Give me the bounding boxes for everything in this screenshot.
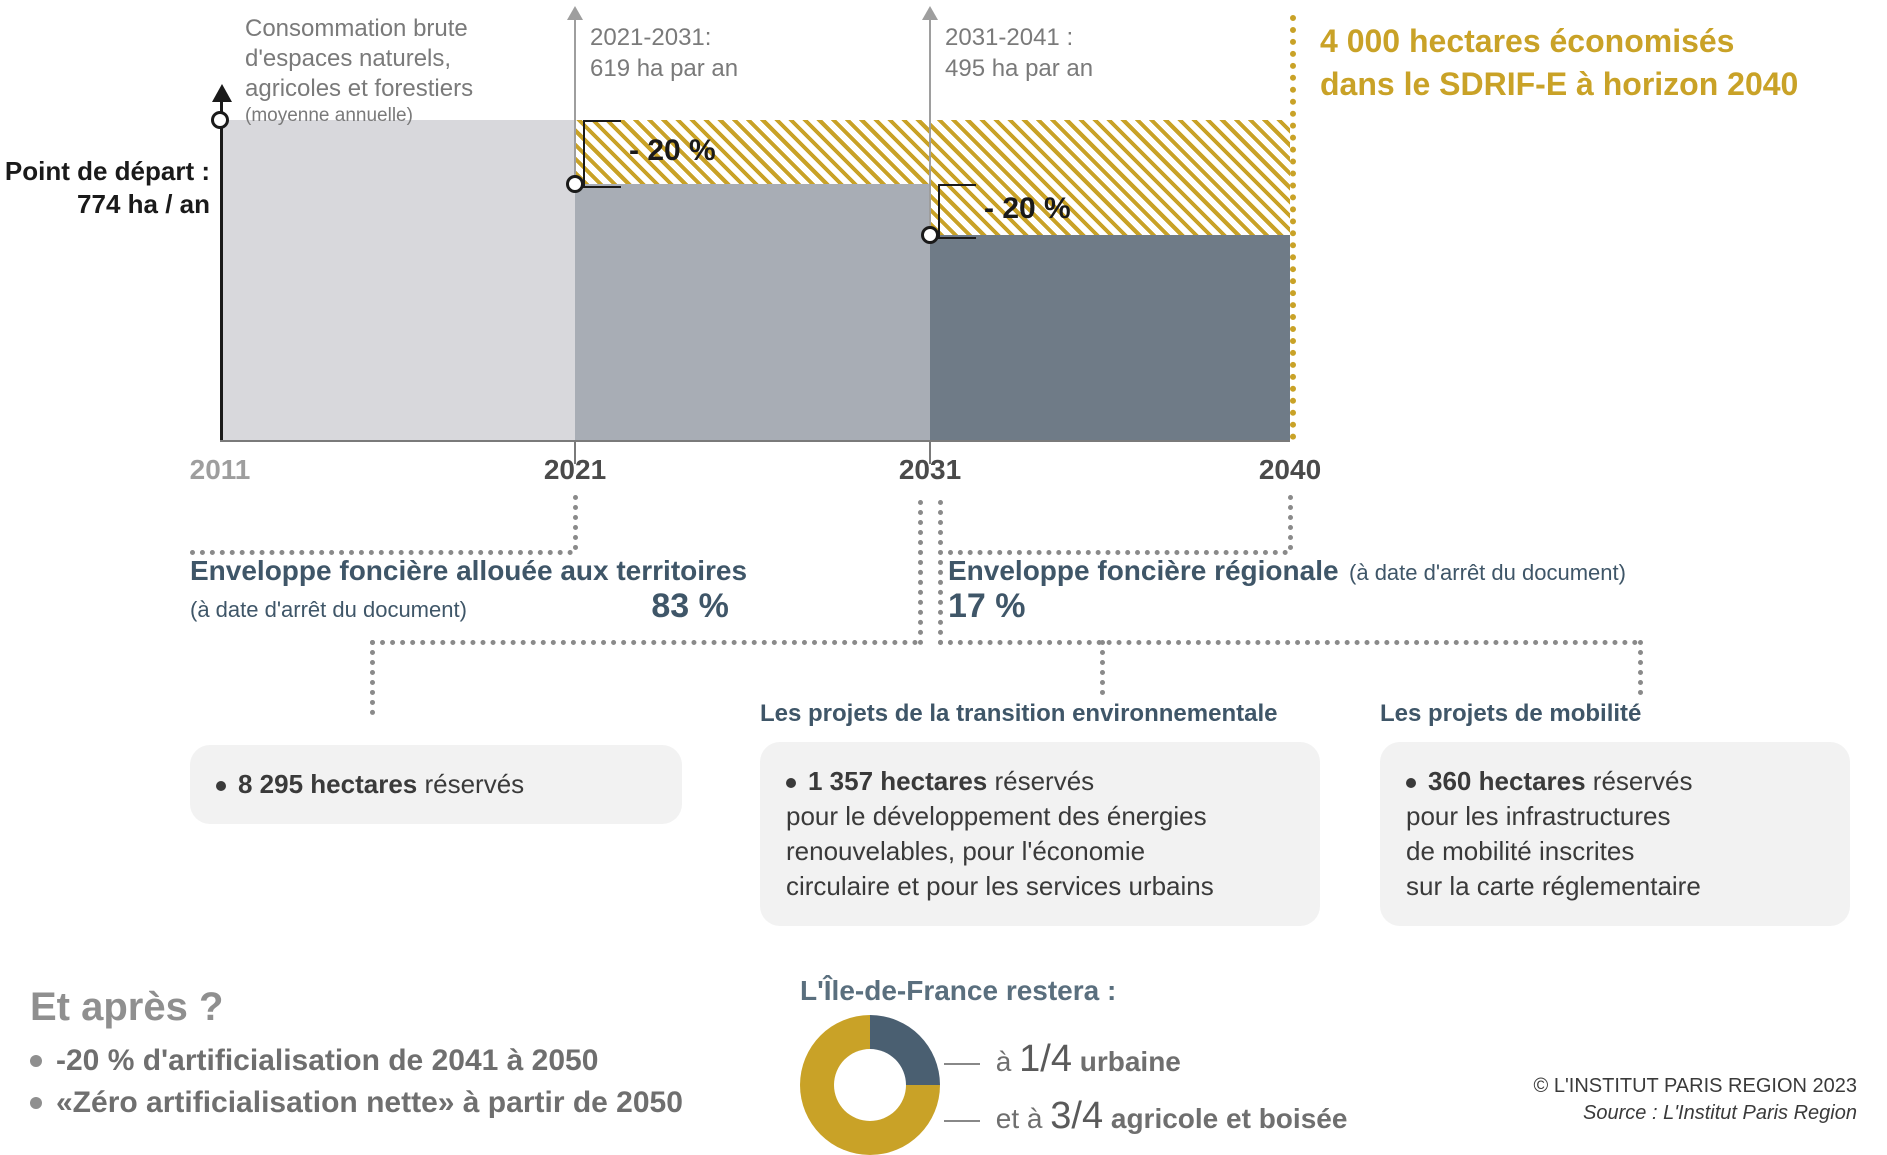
dotted-connector: [938, 640, 1638, 645]
envelope-right: Enveloppe foncière régionale (à date d'a…: [948, 555, 1626, 626]
dotted-connector: [938, 500, 943, 645]
period-label-2: 2031-2041 : 495 ha par an: [945, 22, 1093, 84]
reduction-label: - 20 %: [629, 134, 716, 168]
period-label-1: 2021-2031: 619 ha par an: [590, 22, 738, 84]
bar: [575, 184, 930, 440]
reduction-label: - 20 %: [984, 192, 1071, 226]
dotted-connector: [573, 495, 578, 550]
donut-chart: [800, 1015, 940, 1155]
dotted-connector: [918, 500, 923, 645]
dotted-connector: [1288, 495, 1293, 550]
credit: © L'INSTITUT PARIS REGION 2023 Source : …: [1534, 1073, 1857, 1127]
dotted-connector: [370, 640, 375, 715]
step-chart: 2011202120312040- 20 %- 20 %: [220, 120, 1290, 440]
dotted-connector: [370, 640, 918, 645]
donut-section: L'Île-de-France restera : à 1/4 urbaine …: [800, 975, 1347, 1155]
dotted-connector: [948, 550, 1288, 555]
bar: [220, 120, 575, 440]
after-section: Et après ? -20 % d'artificialisation de …: [30, 985, 760, 1128]
x-tick-label: 2040: [1259, 454, 1321, 486]
y-axis-description: Consommation brute d'espaces naturels, a…: [245, 14, 473, 128]
dotted-connector: [190, 550, 573, 555]
card-transition: Les projets de la transition environneme…: [760, 700, 1320, 926]
start-point-label: Point de départ : 774 ha / an: [0, 155, 210, 220]
x-tick-label: 2011: [190, 454, 251, 486]
dotted-connector: [1100, 640, 1105, 695]
card-territories: 8 295 hectares réservés: [190, 745, 682, 824]
card-mobility: Les projets de mobilité 360 hectares rés…: [1380, 700, 1850, 926]
headline-savings: 4 000 hectares économisés dans le SDRIF-…: [1320, 20, 1798, 106]
envelope-left: Enveloppe foncière allouée aux territoir…: [190, 555, 747, 626]
bar: [930, 235, 1290, 440]
dotted-connector: [1638, 640, 1643, 695]
